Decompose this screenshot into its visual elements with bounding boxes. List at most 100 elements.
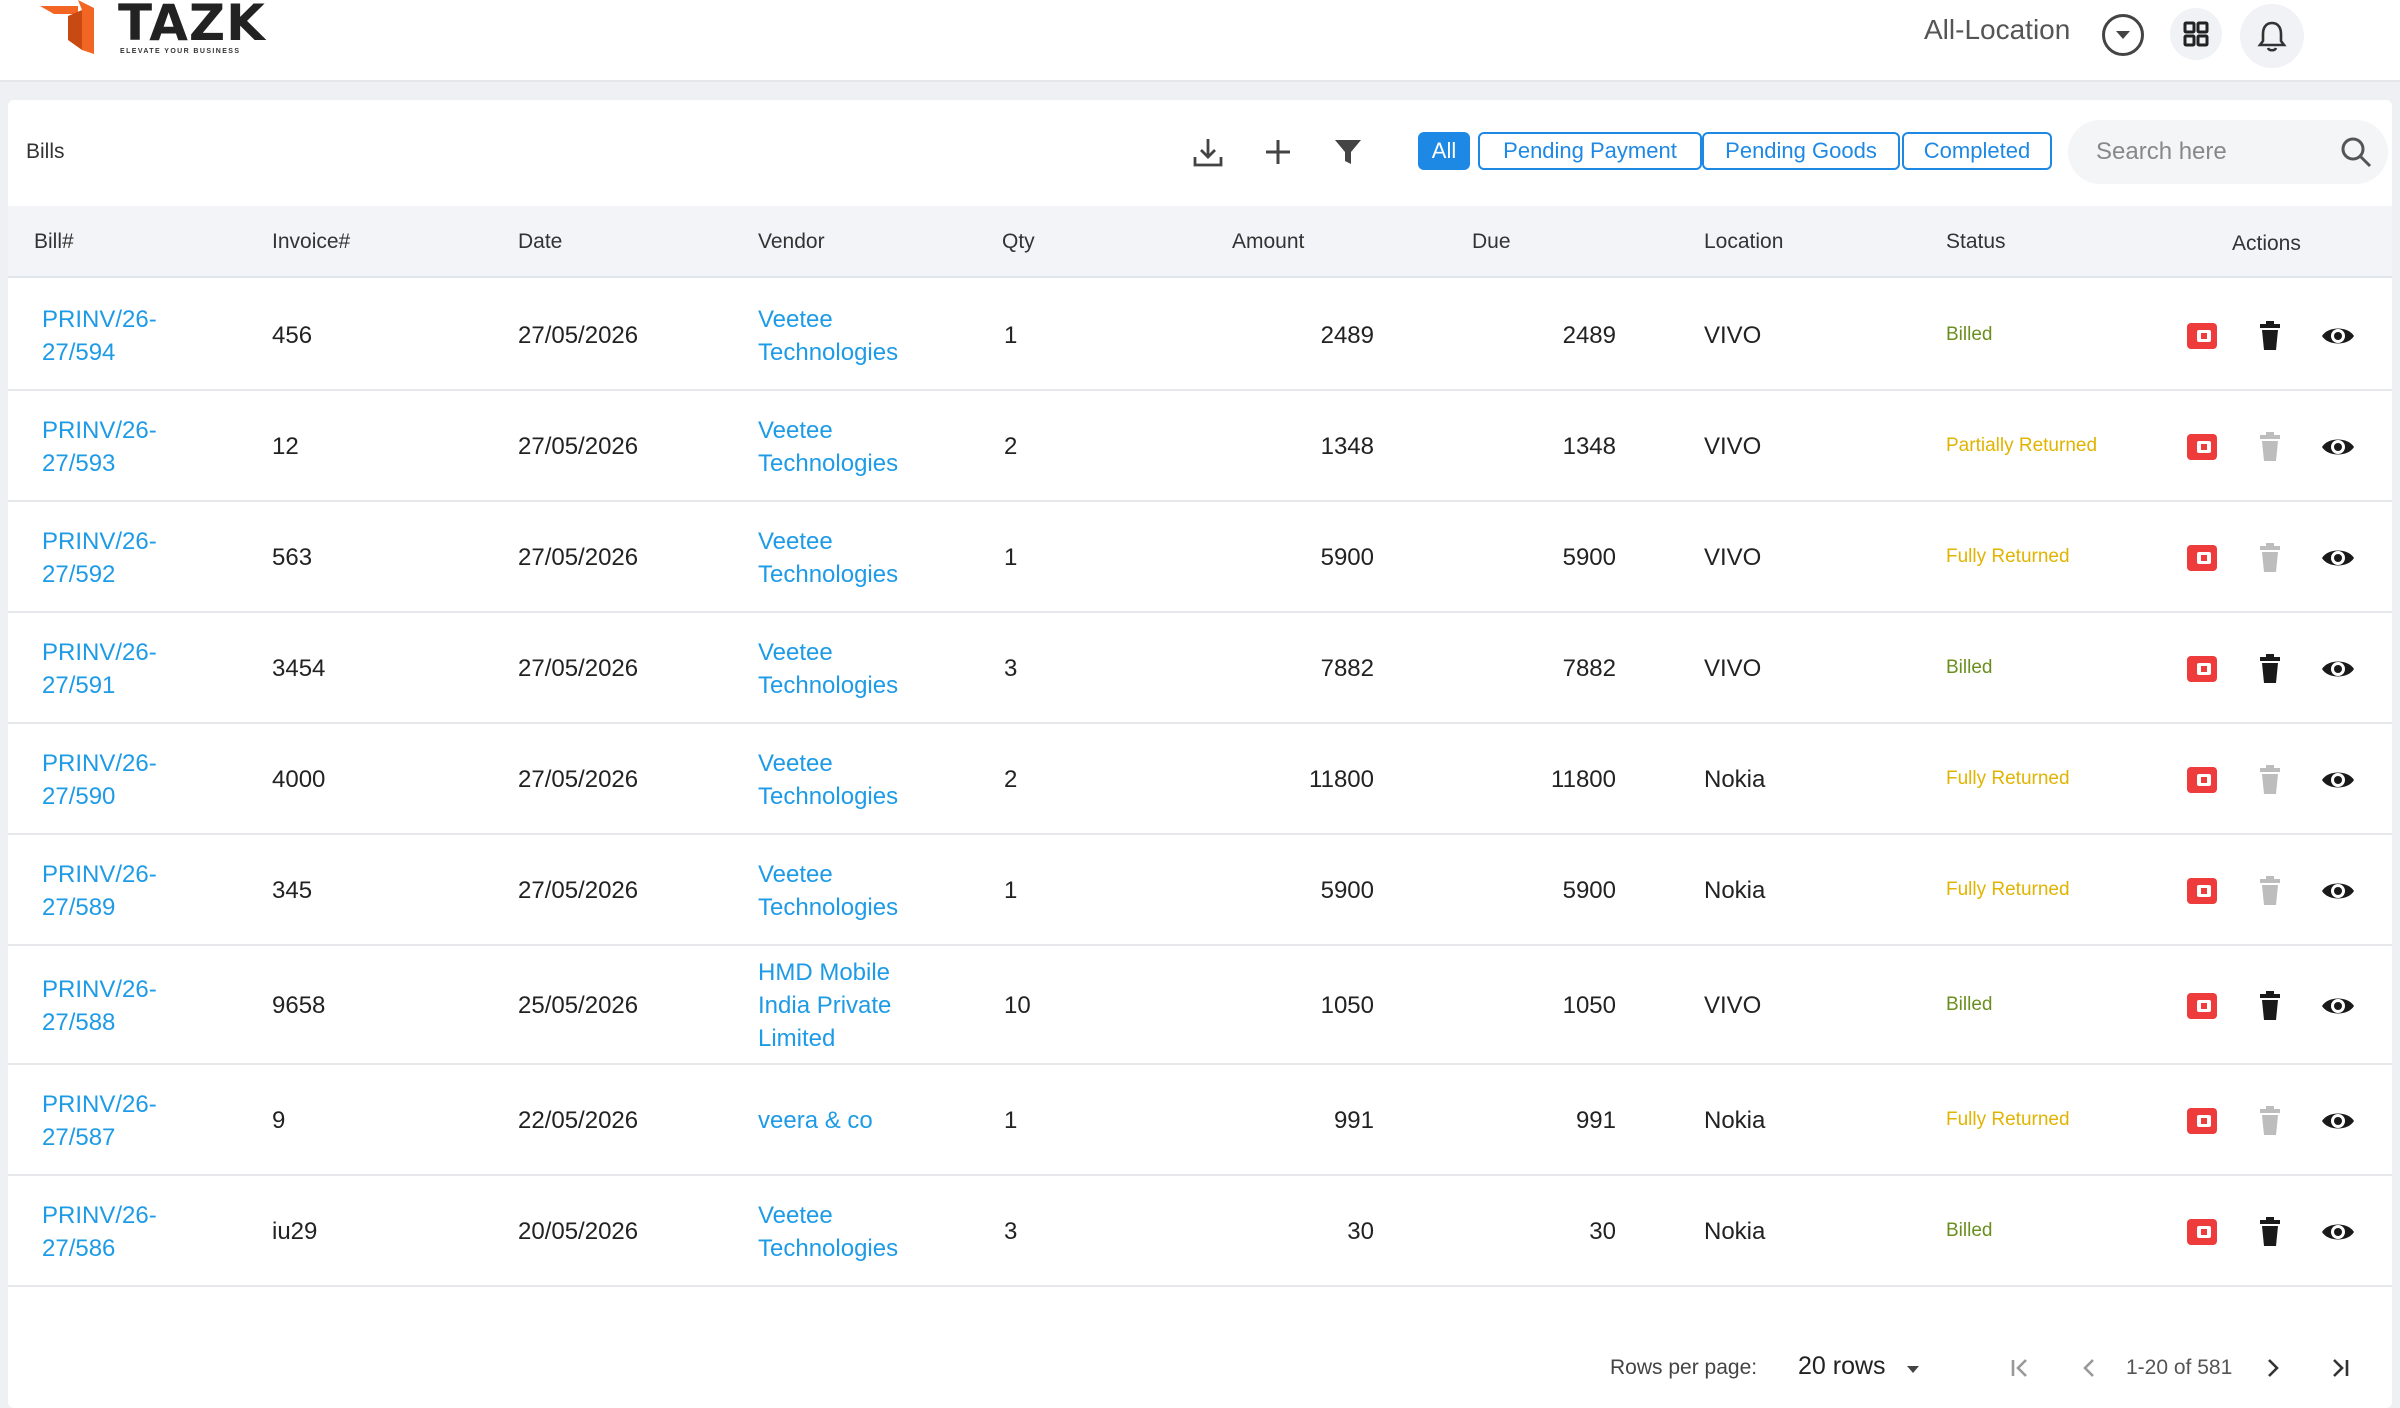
search-input[interactable] xyxy=(2096,134,2316,170)
column-header-qty[interactable]: Qty xyxy=(1002,230,1035,253)
rows-per-page-label: Rows per page: xyxy=(1610,1356,1758,1379)
vendor-line: Veetee xyxy=(758,527,833,555)
view-button[interactable] xyxy=(2318,986,2358,1026)
bill-number-link[interactable]: PRINV/26- 27/589 xyxy=(42,858,157,924)
column-header-due[interactable]: Due xyxy=(1472,230,1511,253)
last-page-button[interactable] xyxy=(2322,1350,2358,1386)
add-bill-button[interactable] xyxy=(1258,132,1298,172)
location-dropdown-button[interactable] xyxy=(2102,14,2144,56)
previous-page-button[interactable] xyxy=(2072,1350,2108,1386)
eye-icon xyxy=(2322,328,2354,343)
bill-number-link[interactable]: PRINV/26- 27/592 xyxy=(42,525,157,591)
view-button[interactable] xyxy=(2318,649,2358,689)
delete-button[interactable] xyxy=(2250,538,2290,578)
eye-icon xyxy=(2322,439,2354,454)
bill-number-line: 27/589 xyxy=(42,893,116,921)
download-button[interactable] xyxy=(1188,132,1228,172)
view-button[interactable] xyxy=(2318,871,2358,911)
column-header-invoice[interactable]: Invoice# xyxy=(272,230,351,253)
table-row[interactable]: PRINV/26- 27/588 9658 25/05/2026 HMD Mobile I… xyxy=(8,946,2392,1065)
return-button[interactable] xyxy=(2182,538,2222,578)
next-page-button[interactable] xyxy=(2254,1350,2290,1386)
bill-number-link[interactable]: PRINV/26- 27/594 xyxy=(42,303,157,369)
status-badge: Billed xyxy=(1946,993,1993,1015)
filter-chip-completed[interactable]: Completed xyxy=(1902,132,2052,170)
delete-button[interactable] xyxy=(2250,1101,2290,1141)
table-row[interactable]: PRINV/26- 27/590 4000 27/05/2026 Veetee Techn… xyxy=(8,724,2392,835)
delete-button[interactable] xyxy=(2250,649,2290,689)
filter-chip-pending-goods[interactable]: Pending Goods xyxy=(1702,132,1900,170)
vendor-link[interactable]: Veetee Technologies xyxy=(758,858,898,924)
delete-button[interactable] xyxy=(2250,986,2290,1026)
vendor-link[interactable]: HMD Mobile India Private Limited xyxy=(758,956,891,1055)
vendor-link[interactable]: Veetee Technologies xyxy=(758,414,898,480)
table-row[interactable]: PRINV/26- 27/593 12 27/05/2026 Veetee Technol… xyxy=(8,391,2392,502)
column-header-vendor[interactable]: Vendor xyxy=(758,230,825,253)
location-label[interactable]: All-Location xyxy=(1924,14,2071,45)
bill-number-line: PRINV/26- xyxy=(42,1201,157,1229)
table-row[interactable]: PRINV/26- 27/591 3454 27/05/2026 Veetee Techn… xyxy=(8,613,2392,724)
delete-button[interactable] xyxy=(2250,316,2290,356)
table-row[interactable]: PRINV/26- 27/594 456 27/05/2026 Veetee Techno… xyxy=(8,280,2392,391)
delete-button[interactable] xyxy=(2250,871,2290,911)
bill-number-link[interactable]: PRINV/26- 27/586 xyxy=(42,1199,157,1265)
column-header-amount[interactable]: Amount xyxy=(1232,230,1305,253)
bill-number-link[interactable]: PRINV/26- 27/593 xyxy=(42,414,157,480)
quantity: 1 xyxy=(1004,322,1018,349)
apps-grid-button[interactable] xyxy=(2170,8,2222,60)
filter-chip-all[interactable]: All xyxy=(1418,132,1470,170)
view-button[interactable] xyxy=(2318,316,2358,356)
return-icon xyxy=(2187,877,2217,904)
amount: 30 xyxy=(1347,1218,1374,1245)
rows-per-page-select[interactable]: 20 rows xyxy=(1798,1352,1886,1380)
return-button[interactable] xyxy=(2182,316,2222,356)
view-button[interactable] xyxy=(2318,1212,2358,1252)
view-button[interactable] xyxy=(2318,538,2358,578)
vendor-line: Technologies xyxy=(758,560,899,588)
table-row[interactable]: PRINV/26- 27/589 345 27/05/2026 Veetee Techno… xyxy=(8,835,2392,946)
table-row[interactable]: PRINV/26- 27/587 9 22/05/2026 veera & co 1 991… xyxy=(8,1065,2392,1176)
return-button[interactable] xyxy=(2182,1212,2222,1252)
logo[interactable]: TAZK ELEVATE YOUR BUSINESS xyxy=(38,0,268,62)
return-button[interactable] xyxy=(2182,986,2222,1026)
trash-icon xyxy=(2260,431,2280,461)
return-button[interactable] xyxy=(2182,871,2222,911)
eye-icon xyxy=(2322,772,2354,787)
column-header-date[interactable]: Date xyxy=(518,230,563,253)
filter-chip-pending-payment[interactable]: Pending Payment xyxy=(1478,132,1702,170)
notifications-button[interactable] xyxy=(2240,4,2304,68)
vendor-link[interactable]: Veetee Technologies xyxy=(758,303,898,369)
bill-number-link[interactable]: PRINV/26- 27/587 xyxy=(42,1088,157,1154)
return-icon xyxy=(2187,322,2217,349)
vendor-link[interactable]: Veetee Technologies xyxy=(758,747,898,813)
table-row[interactable]: PRINV/26- 27/592 563 27/05/2026 Veetee Techno… xyxy=(8,502,2392,613)
bill-number-link[interactable]: PRINV/26- 27/590 xyxy=(42,747,157,813)
vendor-link[interactable]: Veetee Technologies xyxy=(758,1199,898,1265)
search-icon[interactable] xyxy=(2338,134,2374,170)
table-row[interactable]: PRINV/26- 27/586 iu29 20/05/2026 Veetee Techn… xyxy=(8,1176,2392,1287)
bill-number-link[interactable]: PRINV/26- 27/591 xyxy=(42,636,157,702)
view-button[interactable] xyxy=(2318,427,2358,467)
caret-down-icon[interactable] xyxy=(1904,1362,1922,1376)
view-button[interactable] xyxy=(2318,760,2358,800)
bill-number-link[interactable]: PRINV/26- 27/588 xyxy=(42,973,157,1039)
status-badge: Billed xyxy=(1946,323,1993,345)
last-page-icon xyxy=(2333,1359,2349,1377)
return-button[interactable] xyxy=(2182,427,2222,467)
vendor-line: Veetee xyxy=(758,638,833,666)
vendor-link[interactable]: veera & co xyxy=(758,1104,873,1137)
column-header-status[interactable]: Status xyxy=(1946,230,2006,253)
filter-button[interactable] xyxy=(1328,132,1368,172)
delete-button[interactable] xyxy=(2250,427,2290,467)
delete-button[interactable] xyxy=(2250,760,2290,800)
return-button[interactable] xyxy=(2182,1101,2222,1141)
delete-button[interactable] xyxy=(2250,1212,2290,1252)
first-page-button[interactable] xyxy=(2002,1350,2038,1386)
vendor-link[interactable]: Veetee Technologies xyxy=(758,636,898,702)
column-header-location[interactable]: Location xyxy=(1704,230,1784,253)
view-button[interactable] xyxy=(2318,1101,2358,1141)
return-button[interactable] xyxy=(2182,760,2222,800)
vendor-link[interactable]: Veetee Technologies xyxy=(758,525,898,591)
return-button[interactable] xyxy=(2182,649,2222,689)
column-header-bill[interactable]: Bill# xyxy=(34,230,74,253)
